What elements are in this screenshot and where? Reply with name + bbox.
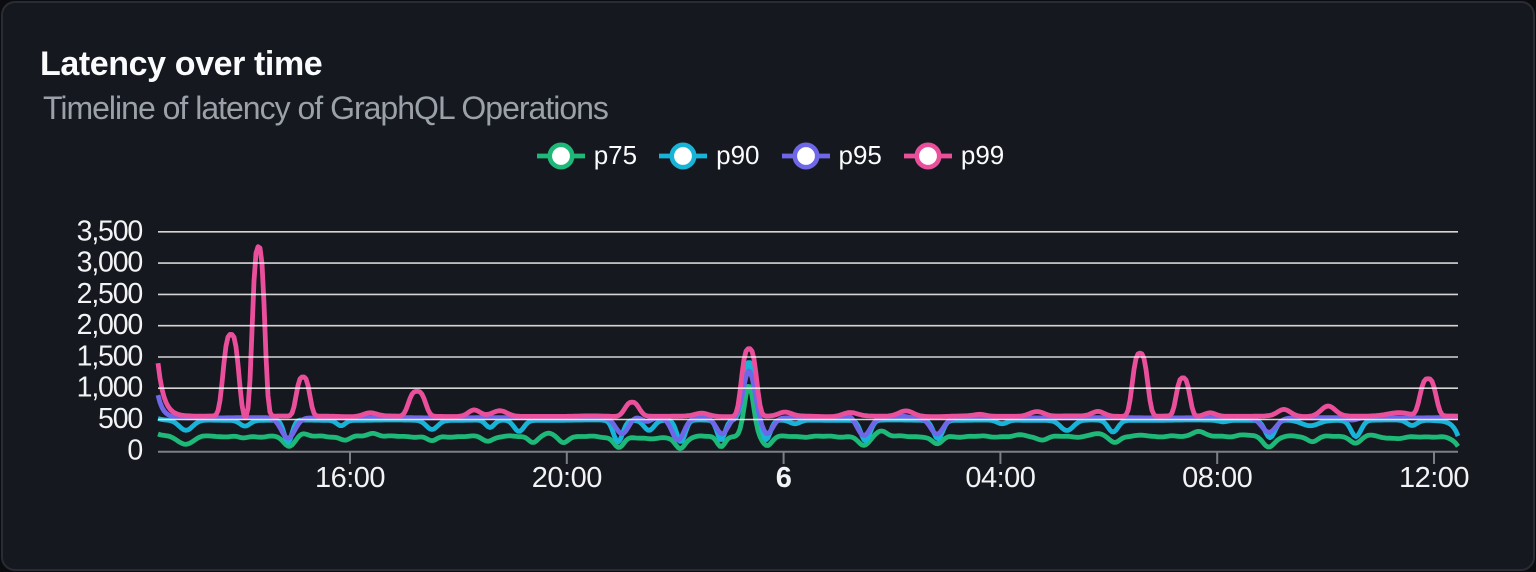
svg-text:3,500: 3,500	[77, 215, 143, 247]
svg-text:1,500: 1,500	[77, 341, 143, 373]
svg-text:500: 500	[98, 403, 142, 435]
svg-text:0: 0	[127, 434, 142, 466]
svg-text:3,000: 3,000	[77, 247, 143, 279]
svg-text:6: 6	[776, 462, 792, 494]
svg-text:04:00: 04:00	[965, 462, 1035, 494]
svg-text:12:00: 12:00	[1399, 462, 1469, 494]
svg-text:20:00: 20:00	[532, 462, 602, 494]
svg-text:2,500: 2,500	[77, 278, 143, 310]
svg-text:2,000: 2,000	[77, 309, 143, 341]
svg-text:1,000: 1,000	[77, 372, 143, 404]
svg-text:16:00: 16:00	[315, 462, 385, 494]
svg-text:08:00: 08:00	[1182, 462, 1252, 494]
